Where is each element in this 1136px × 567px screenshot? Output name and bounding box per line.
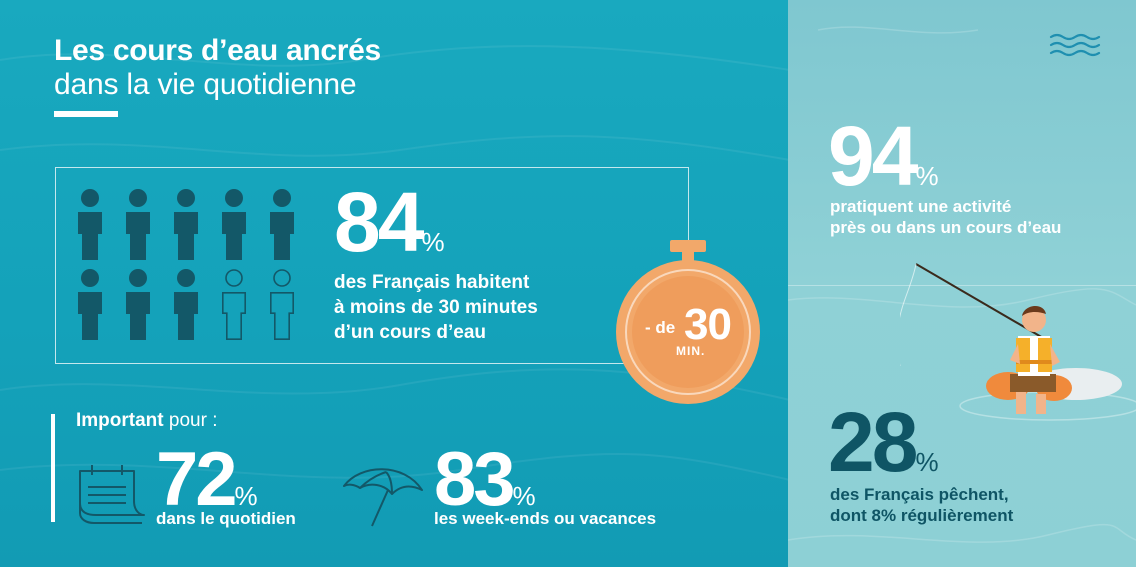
stat-94-description: pratiquent une activité près ou dans un …: [830, 196, 1061, 238]
stat-94-unit: %: [915, 161, 939, 191]
page-title: Les cours d’eau ancrés dans la vie quoti…: [54, 34, 381, 102]
stat-72-label: dans le quotidien: [156, 509, 296, 528]
people-pictogram: [74, 188, 304, 340]
stat-84-line-2: à moins de 30 minutes: [334, 297, 538, 318]
stat-83-label: les week-ends ou vacances: [434, 509, 657, 528]
stat-84-line-3: d’un cours d’eau: [334, 322, 487, 343]
stopwatch-icon: [616, 240, 760, 404]
stat-84-value: 84%: [334, 180, 445, 284]
stat-83-number: 83: [434, 437, 516, 522]
important-rest: pour :: [163, 410, 218, 431]
stat-72-number: 72: [156, 437, 238, 522]
stat-94-line-2: près ou dans un cours d’eau: [830, 218, 1062, 237]
calendar-icon: [79, 465, 145, 524]
stat-84-number: 84: [334, 175, 424, 269]
person-filled-icon: [270, 189, 294, 260]
person-filled-icon: [126, 189, 150, 260]
timer-prefix: - de: [645, 318, 676, 337]
person-filled-icon: [126, 269, 150, 340]
stat-28-unit: %: [915, 447, 939, 477]
stat-28-number: 28: [828, 395, 918, 489]
stat-94-line-1: pratiquent une activité: [830, 197, 1012, 216]
timer-value: 30: [684, 300, 732, 349]
stat-83-value: 83%: [434, 442, 536, 534]
stat-84-unit: %: [421, 227, 445, 257]
person-outline-icon: [222, 269, 246, 340]
important-heading: Important pour :: [76, 410, 217, 432]
person-filled-icon: [222, 189, 246, 260]
fisherman-illustration: [900, 263, 1136, 421]
important-bold: Important: [76, 410, 164, 431]
title-underline: [54, 111, 118, 117]
stat-94-number: 94: [828, 109, 918, 203]
stat-28-line-1: des Français pêchent,: [830, 485, 1009, 504]
person-filled-icon: [174, 189, 198, 260]
person-filled-icon: [174, 269, 198, 340]
important-bar: [51, 414, 55, 522]
title-line-2: dans la vie quotidienne: [54, 68, 357, 101]
stat-28-value: 28%: [828, 400, 939, 504]
side-panel: [787, 0, 1136, 567]
title-line-1: Les cours d’eau ancrés: [54, 34, 381, 67]
waves-icon: [1049, 33, 1101, 57]
timer-unit: MIN.: [676, 344, 706, 358]
stat-84-description: des Français habitent à moins de 30 minu…: [334, 270, 538, 345]
stat-28-description: des Français pêchent, dont 8% régulièrem…: [830, 484, 1013, 526]
stat-72-value: 72%: [156, 442, 258, 534]
beach-umbrella-icon: [343, 468, 423, 527]
stat-94-value: 94%: [828, 114, 939, 218]
stat-28-line-2: dont 8% régulièrement: [830, 506, 1014, 525]
stat-83-unit: %: [512, 481, 536, 511]
person-outline-icon: [270, 269, 294, 340]
person-filled-icon: [78, 189, 102, 260]
stat-84-line-1: des Français habitent: [334, 272, 530, 293]
stat-72-unit: %: [234, 481, 258, 511]
side-divider: [788, 285, 1136, 286]
side-water-texture: [787, 26, 1136, 543]
person-filled-icon: [78, 269, 102, 340]
